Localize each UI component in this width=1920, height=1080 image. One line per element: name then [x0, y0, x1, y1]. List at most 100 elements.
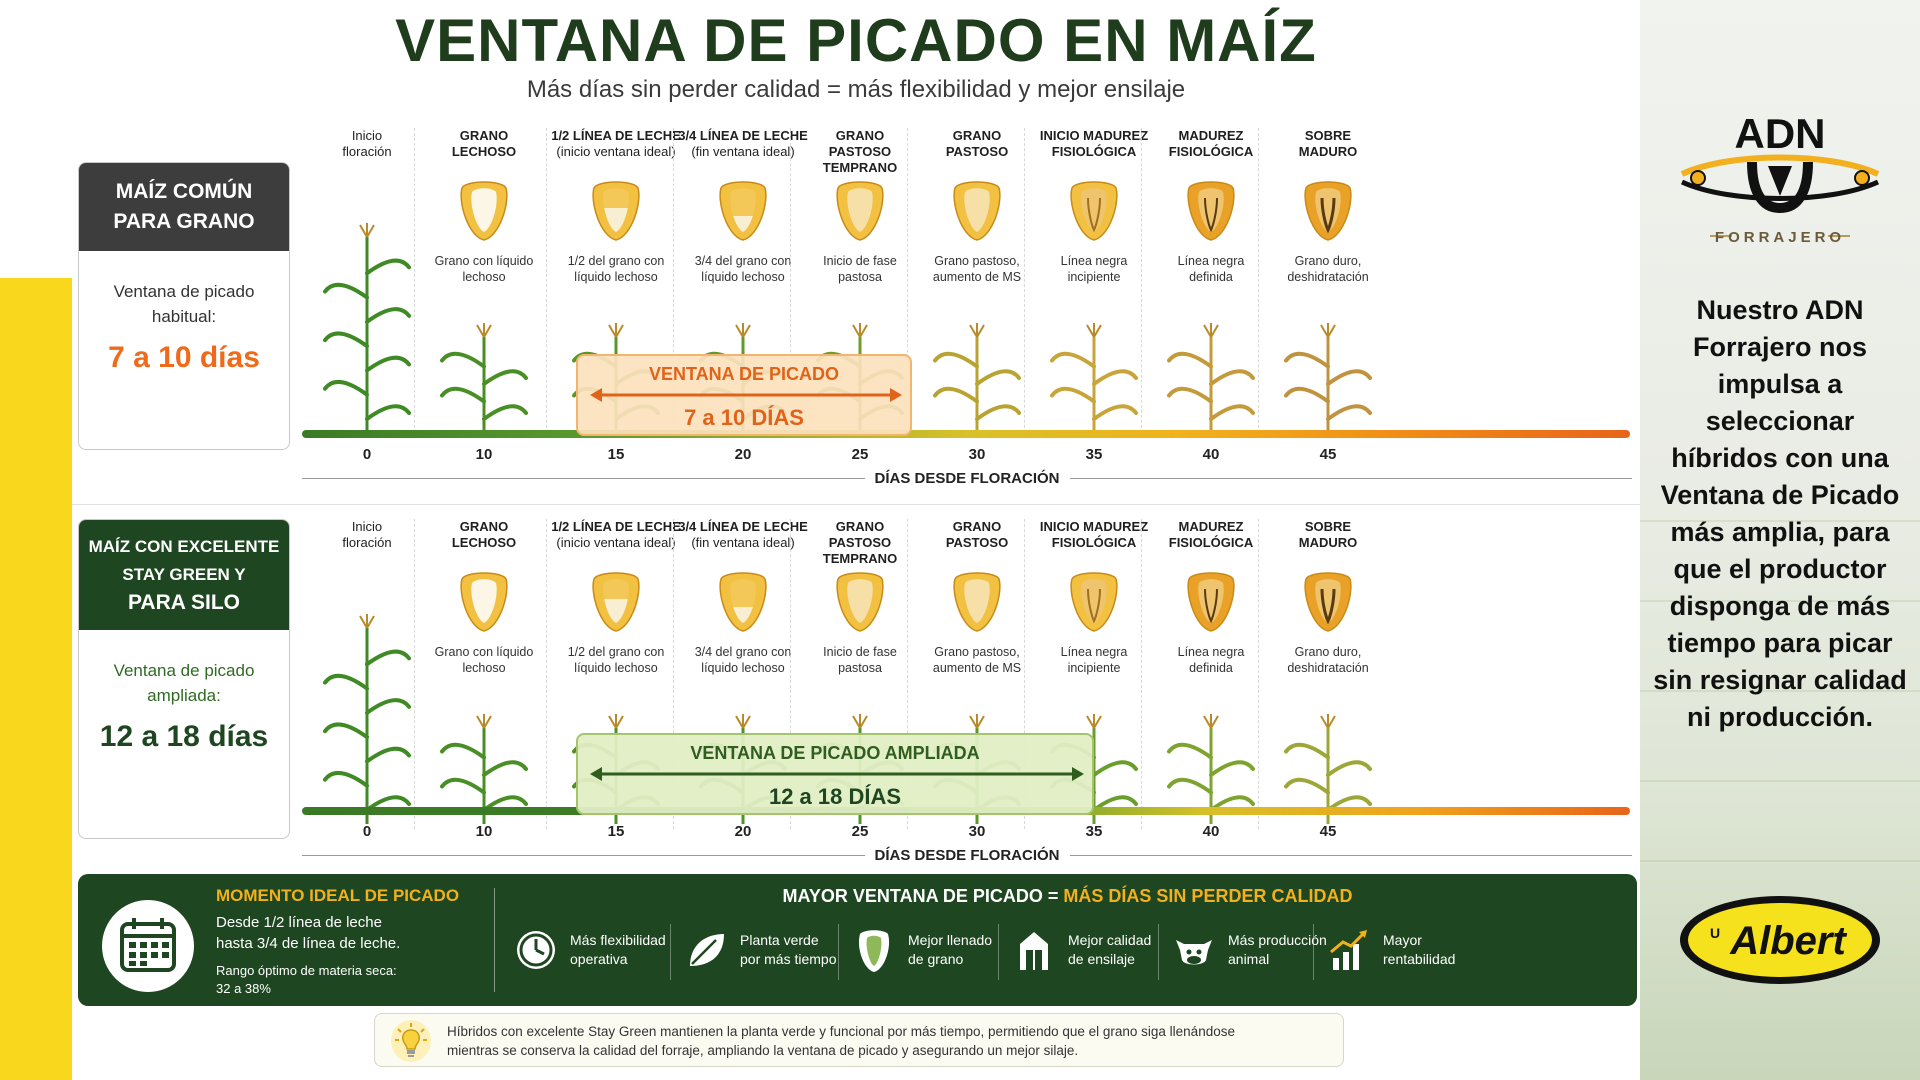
kernel-icon [673, 178, 813, 247]
benefit-text-line: rentabilidad [1383, 951, 1456, 967]
corn-plant-icon [1283, 323, 1373, 438]
benefit-text-line: Más flexibilidad [570, 932, 666, 948]
common-corn-card: MAÍZ COMÚN PARA GRANO Ventana de picado … [78, 162, 290, 450]
day-tick-label: 10 [475, 823, 493, 840]
growth-stage: GRANO LECHOSO Grano con líquido lechoso [414, 519, 554, 829]
stage-description-line: Grano pastoso, [934, 645, 1020, 659]
stage-separator [1258, 128, 1259, 438]
stage-label-line: MADURO [1298, 535, 1358, 550]
day-tick-label: 40 [1202, 446, 1220, 463]
day-tick-label: 25 [851, 446, 869, 463]
stage-separator [414, 128, 415, 438]
kernel-icon [1141, 178, 1281, 247]
kernel-icon [907, 569, 1047, 638]
benefit-text-line: Mejor calidad [1068, 932, 1152, 948]
stage-label-line: SOBRE [1304, 128, 1352, 143]
banner-divider [494, 888, 495, 992]
dry-matter-note: Rango óptimo de materia seca: 32 a 38% [216, 962, 456, 998]
stage-description: 3/4 del grano con líquido lechoso [673, 644, 813, 676]
ideal-moment-text: Desde 1/2 línea de leche hasta 3/4 de lí… [216, 912, 456, 954]
benefit-text: Planta verde por más tiempo [740, 931, 850, 969]
harvest-window-box: VENTANA DE PICADO AMPLIADA 12 a 18 DÍAS [576, 733, 1094, 815]
ideal-moment-line: hasta 3/4 de línea de leche. [216, 935, 401, 952]
growth-stage: MADUREZ FISIOLÓGICA Línea negra definida [1141, 519, 1281, 829]
harvest-window-days: 7 a 10 DÍAS [684, 405, 804, 430]
stage-description-line: lechoso [462, 661, 506, 675]
stage-label: INICIO MADUREZ FISIOLÓGICA [1024, 519, 1164, 567]
stage-description-line: definida [1189, 270, 1233, 284]
day-tick-label: 0 [362, 823, 372, 840]
day-axis: DÍAS DESDE FLORACIÓN [302, 468, 1633, 488]
stage-separator [907, 519, 908, 829]
harvest-window-title: VENTANA DE PICADO AMPLIADA [690, 743, 980, 763]
stage-label-line: MADUREZ [1178, 519, 1244, 534]
stage-description-line: Inicio de fase [823, 254, 897, 268]
stage-label: INICIO MADUREZ FISIOLÓGICA [1024, 128, 1164, 176]
stage-description: Grano duro, deshidratación [1258, 644, 1398, 676]
stage-label: GRANO PASTOSO TEMPRANO [790, 128, 930, 176]
benefit-item: Planta verde por más tiempo [680, 920, 850, 980]
stage-description-line: Grano duro, [1294, 254, 1362, 268]
dry-matter-line: Rango óptimo de materia seca: [216, 963, 397, 978]
stage-description-line: Línea negra [1177, 645, 1245, 659]
day-tick-label: 15 [607, 446, 625, 463]
day-tick-label: 35 [1085, 446, 1103, 463]
leaf-icon [680, 924, 732, 976]
brand-message: Nuestro ADN Forrajero nos impulsa a sele… [1653, 295, 1907, 732]
stage-label-line: PASTOSO [945, 144, 1009, 159]
brand-panel: ADN FORRAJERO Nuestro ADN Forrajero nos … [1640, 0, 1920, 1080]
double-arrow-icon [590, 387, 902, 403]
stage-description-line: 3/4 del grano con [694, 254, 792, 268]
growth-stage: GRANO PASTOSO Grano pastoso, aumento de MS [907, 128, 1047, 438]
benefit-text: Más producción animal [1228, 931, 1338, 969]
stage-description-line: líquido lechoso [701, 661, 785, 675]
double-arrow-icon [590, 766, 1084, 782]
stage-label-line: FISIOLÓGICA [1168, 535, 1254, 550]
day-tick-label: 30 [968, 446, 986, 463]
growth-timeline-bar [302, 430, 1630, 438]
stage-description-line: Línea negra [1060, 645, 1128, 659]
benefit-text-line: de ensilaje [1068, 951, 1135, 967]
stage-label: MADUREZ FISIOLÓGICA [1141, 128, 1281, 176]
card-title-line: STAY GREEN Y [122, 565, 246, 584]
growth-stage: Inicio floración [297, 128, 437, 438]
stage-description-line: pastosa [838, 270, 882, 284]
stage-description-line: Línea negra [1060, 254, 1128, 268]
harvest-window-title: VENTANA DE PICADO [648, 364, 839, 384]
benefit-text: Mejor llenado de grano [908, 931, 1018, 969]
stage-label: SOBRE MADURO [1258, 128, 1398, 176]
stage-label-line: FISIOLÓGICA [1051, 144, 1137, 159]
stage-label-line: LECHOSO [451, 535, 517, 550]
common-corn-section: MAÍZ COMÚN PARA GRANO Ventana de picado … [72, 128, 1640, 488]
stage-description-line: pastosa [838, 661, 882, 675]
common-corn-card-body: Ventana de picado habitual: 7 a 10 días [79, 279, 289, 375]
growth-stage: 1/2 LÍNEA DE LECHE (inicio ventana ideal)… [546, 128, 686, 438]
calendar-icon [102, 900, 194, 992]
benefit-text-line: por más tiempo [740, 951, 837, 967]
stage-label-line: SOBRE [1304, 519, 1352, 534]
stage-description-line: aumento de MS [932, 270, 1022, 284]
corn-plant-icon [322, 223, 412, 438]
stage-row: Inicio floración GRANO LECHOSO Grano con líq… [302, 128, 1632, 438]
growth-stage: SOBRE MADURO Grano duro, deshidratación [1258, 519, 1398, 829]
day-tick-label: 25 [851, 823, 869, 840]
day-axis-ticks: 0 10 15 20 25 30 35 40 45 [302, 446, 1632, 466]
stage-label-line: floración [342, 144, 392, 159]
window-label-line: Ventana de picado [113, 282, 255, 301]
stage-separator [1258, 519, 1259, 829]
stage-label-line: Inicio [351, 128, 383, 143]
lightbulb-icon [391, 1020, 431, 1062]
stage-description-line: Grano con líquido [434, 645, 534, 659]
window-label-line: habitual: [151, 307, 217, 326]
svg-text:U: U [1710, 925, 1720, 941]
stage-description-line: 3/4 del grano con [694, 645, 792, 659]
corn-plant-icon [1166, 323, 1256, 438]
stage-description: Inicio de fase pastosa [790, 644, 930, 676]
stage-label: SOBRE MADURO [1258, 519, 1398, 567]
benefit-text-line: operativa [570, 951, 628, 967]
growth-stage: GRANO LECHOSO Grano con líquido lechoso [414, 128, 554, 438]
benefit-item: Mejor calidad de ensilaje [1008, 920, 1178, 980]
kernel-icon [1258, 569, 1398, 638]
stage-label-line: FISIOLÓGICA [1051, 535, 1137, 550]
stage-separator [790, 128, 791, 438]
